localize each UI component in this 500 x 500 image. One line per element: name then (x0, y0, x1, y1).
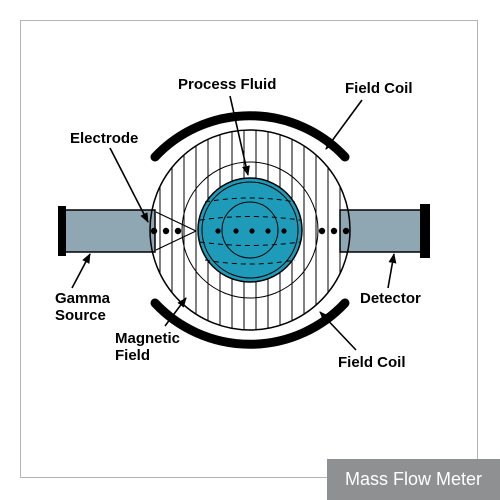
label-electrode: Electrode (70, 130, 138, 147)
detector-cap (420, 204, 430, 258)
label-gamma-source: Gamma Source (55, 290, 110, 324)
mass-flow-meter-diagram (0, 0, 500, 500)
label-field-coil-bottom: Field Coil (338, 354, 406, 371)
detector-tube (340, 210, 425, 252)
field-coil-top (155, 116, 345, 157)
caption-bar: Mass Flow Meter (327, 459, 500, 500)
gamma-source-tube (60, 210, 155, 252)
label-magnetic-field: Magnetic Field (115, 330, 180, 364)
field-coil-bottom (155, 303, 345, 344)
label-field-coil-top: Field Coil (345, 80, 413, 97)
label-process-fluid: Process Fluid (178, 76, 276, 93)
gamma-source-cap (58, 206, 66, 256)
label-detector: Detector (360, 290, 421, 307)
